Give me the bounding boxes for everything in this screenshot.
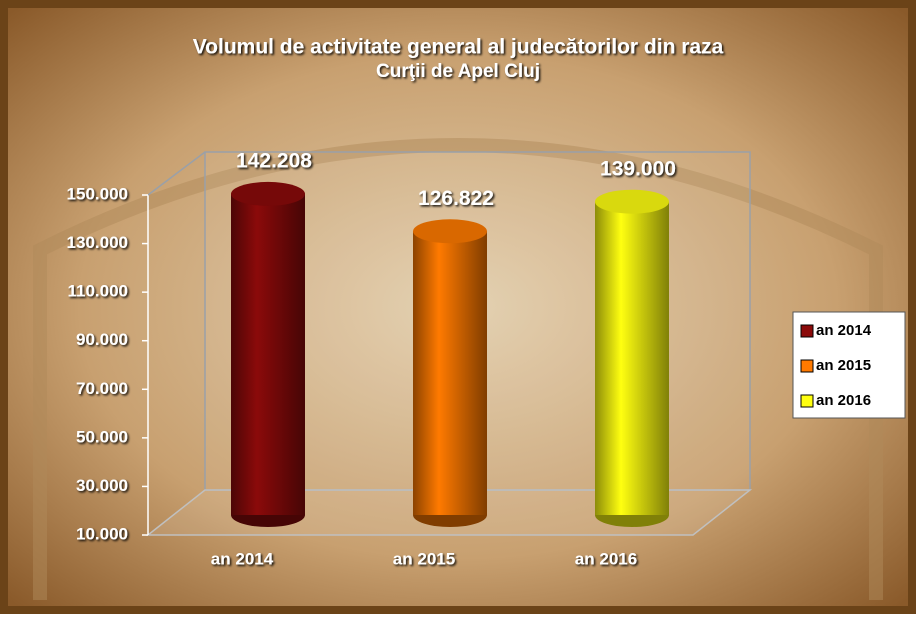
y-tick-label: 90.000 [76, 330, 128, 349]
legend-label: an 2015 [816, 357, 871, 374]
y-tick-label: 50.000 [76, 427, 128, 446]
bar-body [595, 202, 669, 515]
bar-top [595, 190, 669, 214]
bar-top [413, 219, 487, 243]
x-tick-label: an 2016 [575, 549, 637, 568]
bar [231, 182, 305, 527]
bar-top [231, 182, 305, 206]
legend-swatch [801, 395, 813, 407]
y-tick-label: 150.000 [67, 184, 128, 203]
bar-body [231, 194, 305, 515]
x-tick-label: an 2014 [211, 549, 274, 568]
x-tick-label: an 2015 [393, 549, 455, 568]
y-tick-label: 130.000 [67, 233, 128, 252]
legend-swatch [801, 325, 813, 337]
chart-title: Volumul de activitate general al judecăt… [193, 36, 724, 59]
value-label: 142.208 [236, 149, 312, 172]
bar-body [413, 231, 487, 515]
legend-label: an 2014 [816, 322, 872, 339]
y-tick-label: 10.000 [76, 524, 128, 543]
y-tick-label: 30.000 [76, 476, 128, 495]
legend-label: an 2016 [816, 392, 871, 409]
bar [413, 219, 487, 527]
y-tick-label: 70.000 [76, 379, 128, 398]
chart: Volumul de activitate general al judecăt… [0, 0, 916, 614]
y-tick-label: 110.000 [67, 282, 128, 301]
value-label: 126.822 [418, 187, 494, 210]
legend-swatch [801, 360, 813, 372]
chart-title: Curţii de Apel Cluj [376, 61, 540, 82]
value-label: 139.000 [600, 157, 676, 180]
bar [595, 190, 669, 527]
